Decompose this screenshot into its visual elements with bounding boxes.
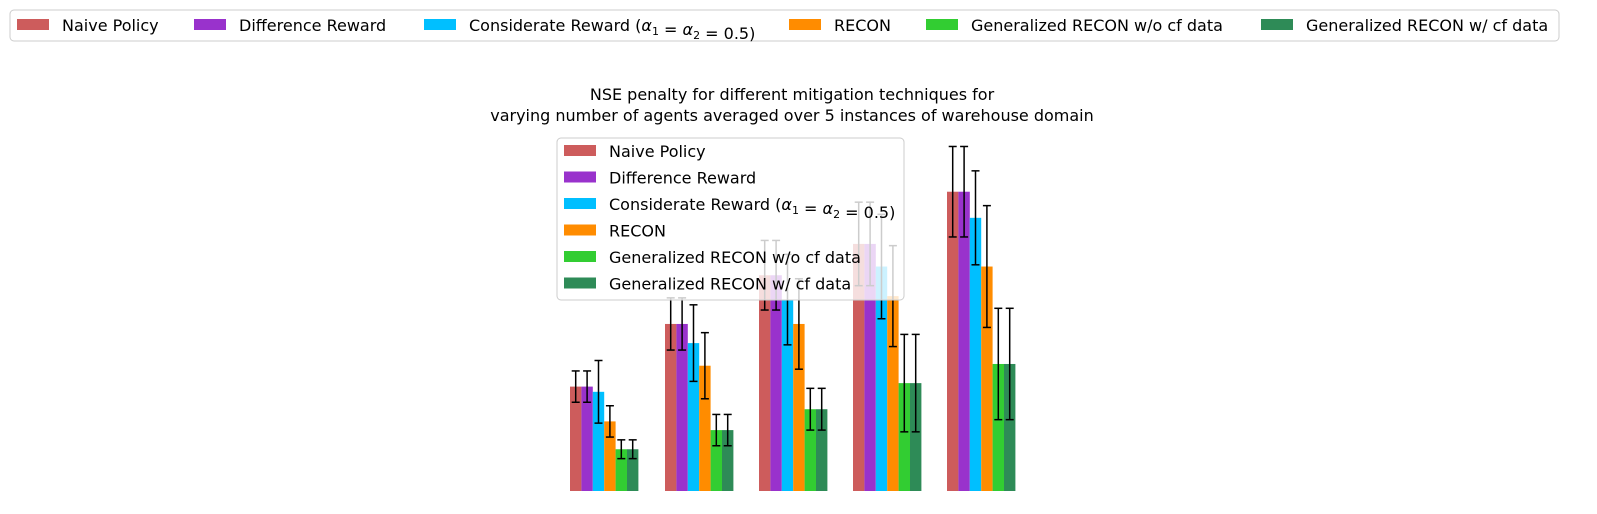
bar-series-0-group-1: [665, 323, 677, 491]
chart-title-line-0: NSE penalty for different mitigation tec…: [590, 85, 995, 104]
bar-series-2-group-2: [781, 299, 794, 491]
error-bar-series-5-group-0: [628, 439, 637, 460]
top-legend-label-0: Naive Policy: [62, 16, 159, 35]
inner-legend-frame: [556, 137, 905, 301]
top-legend-label-5: Generalized RECON w/ cf data: [1306, 16, 1548, 35]
bar-series-5-group-1: [722, 430, 734, 491]
bar-series-5-group-0: [627, 449, 639, 491]
error-bar-series-3-group-1: [700, 331, 709, 400]
top-legend-swatch-3: [789, 19, 821, 30]
chart-title-line-1: varying number of agents averaged over 5…: [490, 106, 1094, 125]
inner-legend-swatch-5: [564, 277, 596, 289]
bar-series-3-group-0: [604, 421, 616, 491]
bar-series-4-group-2: [804, 409, 816, 491]
top-legend-swatch-5: [1261, 19, 1293, 30]
inner-legend-label-3: RECON: [609, 222, 666, 241]
bar-series-1-group-2: [770, 275, 782, 491]
error-bar-series-0-group-0: [571, 370, 580, 404]
bar-series-1-group-4: [958, 191, 970, 491]
bar-series-2-group-4: [969, 217, 982, 491]
bar-series-5-group-2: [816, 409, 828, 491]
inner-legend-swatch-0: [564, 145, 596, 156]
inner-legend-swatch-2: [564, 198, 596, 209]
top-legend-swatch-2: [424, 19, 456, 30]
error-bar-series-1-group-4: [960, 145, 969, 238]
error-bar-series-4-group-4: [994, 307, 1003, 421]
bar-series-0-group-2: [759, 275, 771, 491]
inner-legend: Naive Policy Difference Reward Considerate…: [556, 137, 905, 301]
inner-legend-label-0: Naive Policy: [609, 142, 706, 161]
bar-series-2-group-3: [875, 266, 888, 491]
error-bar-series-5-group-2: [817, 387, 826, 431]
top-legend-swatch-4: [926, 19, 958, 30]
bar-series-0-group-4: [947, 191, 959, 491]
bar-series-2-group-0: [592, 391, 605, 491]
top-legend-frame: [9, 9, 1560, 42]
inner-legend-label-5: Generalized RECON w/ cf data: [609, 275, 851, 294]
inner-legend-label-2: Considerate Reward (α1 = α2 = 0.5): [609, 195, 895, 222]
bar-series-4-group-4: [992, 363, 1004, 491]
bar-series-4-group-1: [710, 430, 722, 491]
bar-series-3-group-1: [699, 365, 711, 491]
error-bar-series-3-group-0: [605, 404, 614, 438]
error-bar-series-5-group-4: [1005, 307, 1014, 421]
bar-series-4-group-3: [898, 383, 910, 491]
bar-series-5-group-3: [910, 383, 922, 491]
error-bar-series-4-group-1: [712, 413, 721, 447]
bar-series-1-group-3: [864, 243, 876, 491]
inner-legend-swatch-1: [564, 171, 596, 183]
error-bar-series-2-group-0: [594, 359, 603, 424]
top-legend-swatch-1: [194, 19, 226, 30]
inner-legend-swatch-4: [564, 251, 596, 262]
chart-title: NSE penalty for different mitigation tec…: [490, 85, 1094, 125]
bar-series-3-group-3: [887, 296, 899, 491]
error-bar-series-5-group-3: [911, 333, 920, 433]
inner-legend-swatch-3: [564, 224, 596, 236]
bar-series-2-group-1: [687, 343, 700, 491]
inner-legend-label-1: Difference Reward: [609, 169, 756, 188]
inner-legend-label-4: Generalized RECON w/o cf data: [609, 248, 861, 267]
top-legend-label-2: Considerate Reward (α1 = α2 = 0.5): [469, 16, 755, 43]
bar-series-4-group-0: [615, 449, 627, 491]
bar-series-1-group-0: [581, 386, 593, 491]
top-legend-swatch-0: [17, 19, 49, 30]
bar-series-1-group-1: [676, 323, 688, 491]
error-bar-series-2-group-1: [689, 304, 698, 383]
error-bar-series-5-group-1: [723, 413, 732, 447]
error-bar-series-1-group-0: [583, 370, 592, 404]
bar-series-3-group-2: [793, 323, 805, 491]
error-bar-series-2-group-4: [971, 170, 980, 266]
error-bar-series-4-group-3: [900, 333, 909, 433]
error-bar-series-0-group-4: [948, 145, 957, 238]
bars: [570, 191, 1016, 491]
top-legend-label-3: RECON: [834, 16, 891, 35]
error-bar-series-4-group-0: [617, 439, 626, 460]
error-bar-series-3-group-4: [982, 204, 991, 329]
top-legend: Naive Policy Difference Reward Considerate…: [9, 9, 1560, 43]
top-legend-label-4: Generalized RECON w/o cf data: [971, 16, 1223, 35]
bar-series-3-group-4: [981, 266, 993, 491]
bar-series-5-group-4: [1004, 363, 1016, 491]
error-bar-series-4-group-2: [806, 387, 815, 431]
bar-series-0-group-0: [570, 386, 582, 491]
bar-series-0-group-3: [853, 243, 865, 491]
top-legend-label-1: Difference Reward: [239, 16, 386, 35]
